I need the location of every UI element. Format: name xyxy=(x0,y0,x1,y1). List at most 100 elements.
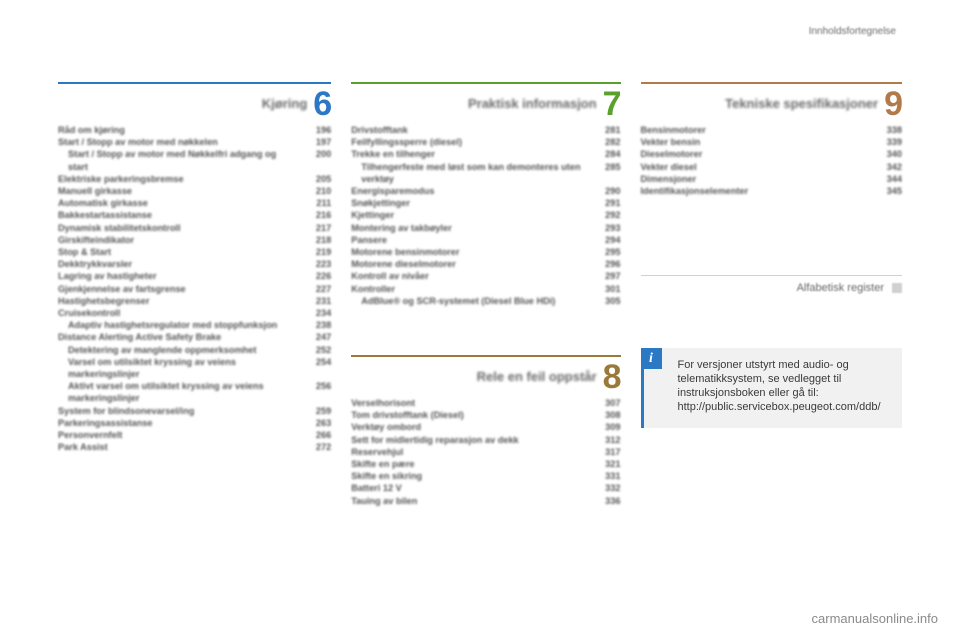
toc-page: 256 xyxy=(301,380,331,404)
toc-label: Park Assist xyxy=(58,441,301,453)
page: Innholdsfortegnelse Kjøring 6 Råd om kjø… xyxy=(0,0,960,640)
section-number-6: 6 xyxy=(313,90,331,118)
toc-page: 297 xyxy=(591,270,621,282)
toc-page: 247 xyxy=(301,331,331,343)
toc-label: Tilhengerfeste med løst som kan demonter… xyxy=(351,161,590,185)
toc-page: 332 xyxy=(591,482,621,494)
toc-page: 211 xyxy=(301,197,331,209)
toc-row: Dynamisk stabilitetskontroll217 xyxy=(58,222,331,234)
toc-page: 296 xyxy=(591,258,621,270)
toc-label: Montering av takbøyler xyxy=(351,222,590,234)
toc-row: Park Assist272 xyxy=(58,441,331,453)
info-icon: i xyxy=(641,348,662,369)
toc-label: Aktivt varsel om utilsiktet kryssing av … xyxy=(58,380,301,404)
col-section-6: Kjøring 6 Råd om kjøring196Start / Stopp… xyxy=(58,82,331,507)
toc-label: Trekke en tilhenger xyxy=(351,148,590,160)
toc-label: Energisparemodus xyxy=(351,185,590,197)
toc-page: 312 xyxy=(591,434,621,446)
toc-label: Motorene dieselmotorer xyxy=(351,258,590,270)
toc-row: Dieselmotorer340 xyxy=(641,148,903,160)
toc-page: 223 xyxy=(301,258,331,270)
toc-page: 345 xyxy=(872,185,902,197)
toc-page: 292 xyxy=(591,209,621,221)
toc-page: 295 xyxy=(591,246,621,258)
toc-row: Tilhengerfeste med løst som kan demonter… xyxy=(351,161,620,185)
toc-label: Bensinmotorer xyxy=(641,124,873,136)
toc-row: Bakkestartassistanse216 xyxy=(58,209,331,221)
toc-label: Stop & Start xyxy=(58,246,301,258)
toc-row: Detektering av manglende oppmerksomhet25… xyxy=(58,344,331,356)
toc-row: Personvernfelt266 xyxy=(58,429,331,441)
toc-page: 231 xyxy=(301,295,331,307)
toc-label: Varsel om utilsiktet kryssing av veiens … xyxy=(58,356,301,380)
toc-row: Stop & Start219 xyxy=(58,246,331,258)
toc-row: Vekter diesel342 xyxy=(641,161,903,173)
toc-row: Adaptiv hastighetsregulator med stoppfun… xyxy=(58,319,331,331)
toc-label: Skifte en pære xyxy=(351,458,590,470)
toc-label: Manuell girkasse xyxy=(58,185,301,197)
toc-page: 284 xyxy=(591,148,621,160)
toc-label: System for blindsonevarsel/ing xyxy=(58,405,301,417)
toc-row: Vekter bensin339 xyxy=(641,136,903,148)
toc-row: Råd om kjøring196 xyxy=(58,124,331,136)
toc-page: 294 xyxy=(591,234,621,246)
toc-page: 340 xyxy=(872,148,902,160)
section-title-row-6: Kjøring 6 xyxy=(58,90,331,118)
alpha-register-box xyxy=(892,283,902,293)
info-box: i For versjoner utstyrt med audio- og te… xyxy=(641,348,903,428)
toc-row: Lagring av hastigheter226 xyxy=(58,270,331,282)
col-section-7-8: Praktisk informasjon 7 Drivstofftank281F… xyxy=(351,82,620,507)
toc-label: Hastighetsbegrenser xyxy=(58,295,301,307)
toc-row: Distance Alerting Active Safety Brake247 xyxy=(58,331,331,343)
toc-row: Manuell girkasse210 xyxy=(58,185,331,197)
toc-label: Bakkestartassistanse xyxy=(58,209,301,221)
toc-page: 344 xyxy=(872,173,902,185)
toc-page: 205 xyxy=(301,173,331,185)
toc-row: Snøkjettinger291 xyxy=(351,197,620,209)
section-title-row-8: Rele en feil oppstår 8 xyxy=(351,363,620,391)
info-text-body: For versjoner utstyrt med audio- og tele… xyxy=(678,359,849,399)
toc-label: Råd om kjøring xyxy=(58,124,301,136)
toc-row: Motorene bensinmotorer295 xyxy=(351,246,620,258)
toc-label: Dynamisk stabilitetskontroll xyxy=(58,222,301,234)
section-rule-9 xyxy=(641,82,903,84)
toc-page: 338 xyxy=(872,124,902,136)
spacer-9-alpha xyxy=(641,197,903,257)
toc-page: 285 xyxy=(591,161,621,185)
toc-row: Elektriske parkeringsbremse205 xyxy=(58,173,331,185)
toc-row: Kjettinger292 xyxy=(351,209,620,221)
toc-section-6: Råd om kjøring196Start / Stopp av motor … xyxy=(58,124,331,453)
section-rule-6 xyxy=(58,82,331,84)
toc-page: 197 xyxy=(301,136,331,148)
toc-label: Batteri 12 V xyxy=(351,482,590,494)
toc-page: 342 xyxy=(872,161,902,173)
toc-label: Tom drivstofftank (Diesel) xyxy=(351,409,590,421)
toc-row: Motorene dieselmotorer296 xyxy=(351,258,620,270)
toc-row: Montering av takbøyler293 xyxy=(351,222,620,234)
toc-page: 238 xyxy=(301,319,331,331)
toc-page: 339 xyxy=(872,136,902,148)
toc-label: Vekter bensin xyxy=(641,136,873,148)
toc-page: 317 xyxy=(591,446,621,458)
toc-row: Girskifteindikator218 xyxy=(58,234,331,246)
toc-page: 200 xyxy=(301,148,331,172)
toc-label: Start / Stopp av motor med nøkkelen xyxy=(58,136,301,148)
toc-label: Identifikasjonselementer xyxy=(641,185,873,197)
section-rule-8 xyxy=(351,355,620,357)
toc-label: Snøkjettinger xyxy=(351,197,590,209)
watermark: carmanualsonline.info xyxy=(812,611,938,626)
toc-row: Cruisekontroll234 xyxy=(58,307,331,319)
toc-page: 266 xyxy=(301,429,331,441)
toc-row: Pansere294 xyxy=(351,234,620,246)
toc-label: Feilfyllingssperre (diesel) xyxy=(351,136,590,148)
toc-page: 291 xyxy=(591,197,621,209)
toc-page: 216 xyxy=(301,209,331,221)
toc-page: 282 xyxy=(591,136,621,148)
toc-label: Distance Alerting Active Safety Brake xyxy=(58,331,301,343)
alpha-rule xyxy=(641,275,903,276)
toc-label: Tauing av bilen xyxy=(351,495,590,507)
toc-row: Skifte en sikring331 xyxy=(351,470,620,482)
toc-row: Feilfyllingssperre (diesel)282 xyxy=(351,136,620,148)
section-number-9: 9 xyxy=(884,90,902,118)
toc-page: 227 xyxy=(301,283,331,295)
